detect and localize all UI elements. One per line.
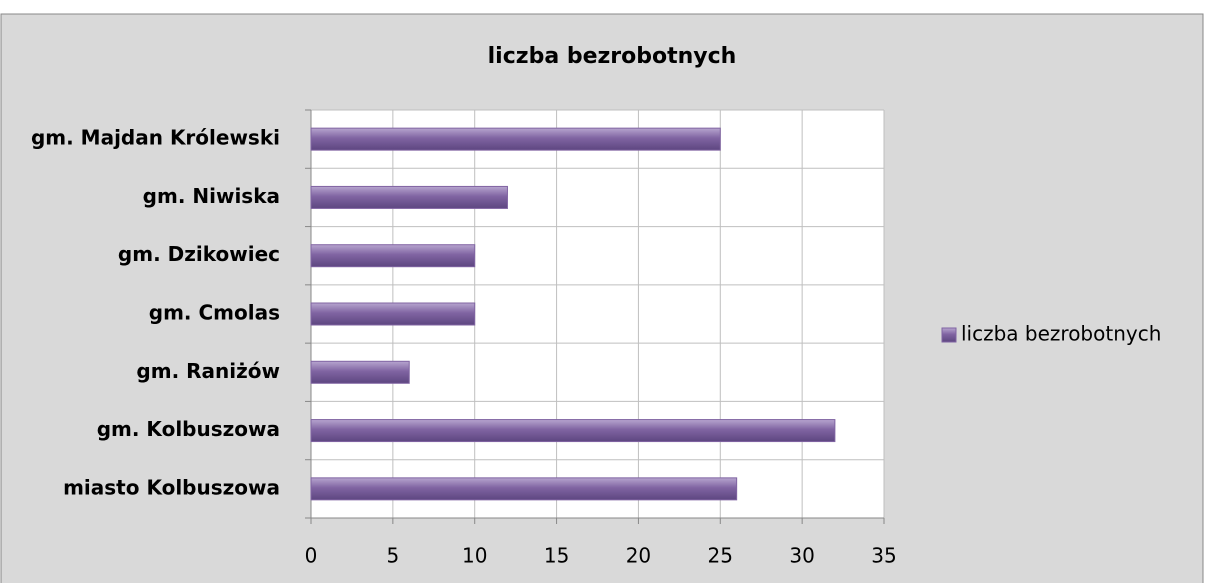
- x-tick-label: 15: [544, 544, 569, 568]
- y-tick-label: gm. Majdan Królewski: [31, 126, 280, 150]
- bar: [310, 419, 836, 443]
- legend-swatch: [941, 327, 957, 343]
- bar: [310, 127, 721, 151]
- bar: [310, 302, 476, 326]
- bar: [310, 185, 508, 209]
- x-tick-label: 10: [462, 544, 487, 568]
- legend-label: liczba bezrobotnych: [961, 322, 1161, 346]
- x-tick-label: 25: [708, 544, 733, 568]
- bar: [310, 477, 738, 501]
- y-tick-label: gm. Dzikowiec: [118, 242, 280, 266]
- x-tick-label: 5: [386, 544, 399, 568]
- y-tick-label: miasto Kolbuszowa: [63, 475, 280, 499]
- bar: [310, 360, 410, 384]
- y-tick-label: gm. Raniżów: [136, 359, 280, 383]
- x-tick-label: 30: [789, 544, 814, 568]
- x-tick-label: 20: [626, 544, 651, 568]
- x-tick-label: 0: [305, 544, 318, 568]
- x-tick-label: 35: [871, 544, 896, 568]
- bar: [310, 244, 476, 268]
- y-tick-label: gm. Kolbuszowa: [97, 417, 280, 441]
- y-tick-label: gm. Niwiska: [143, 184, 280, 208]
- chart-title: liczba bezrobotnych: [488, 44, 737, 69]
- y-tick-label: gm. Cmolas: [149, 301, 280, 325]
